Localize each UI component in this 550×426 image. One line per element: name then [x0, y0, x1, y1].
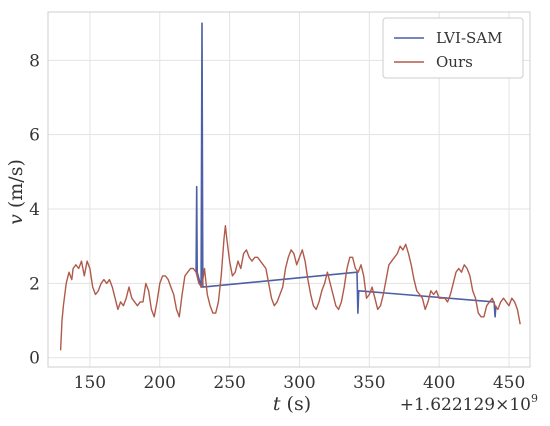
y-axis-variable: v — [5, 214, 27, 225]
grid-lines — [48, 12, 530, 367]
y-axis-unit: (m/s) — [5, 159, 27, 214]
x-tick-label: 150 — [74, 373, 106, 393]
x-axis-unit: (s) — [281, 393, 312, 415]
x-offset-exponent: 9 — [531, 392, 538, 405]
tick-labels: 150 200 250 300 350 400 450 0 2 4 6 8 — [29, 51, 525, 393]
y-axis-label: v (m/s) — [5, 159, 27, 225]
x-tick-label: 450 — [493, 373, 525, 393]
x-tick-label: 250 — [213, 373, 245, 393]
legend: LVI-SAM Ours — [382, 17, 524, 79]
x-tick-label: 200 — [144, 373, 176, 393]
x-axis-variable: t — [273, 393, 281, 415]
series-layer — [59, 22, 521, 351]
y-tick-label: 0 — [29, 349, 40, 369]
x-tick-label: 400 — [423, 373, 455, 393]
x-offset-label: +1.622129×109 — [400, 392, 538, 415]
x-tick-label: 300 — [283, 373, 315, 393]
series-line-ours — [59, 224, 521, 351]
y-tick-label: 4 — [29, 200, 40, 220]
legend-label-lvi-sam: LVI-SAM — [436, 29, 502, 47]
y-tick-label: 8 — [29, 51, 40, 71]
x-axis-label: t (s) — [273, 393, 311, 415]
x-offset-base: +1.622129×10 — [400, 395, 531, 415]
x-tick-label: 350 — [353, 373, 385, 393]
legend-label-ours: Ours — [436, 53, 473, 71]
plot-frame — [47, 11, 531, 368]
y-tick-label: 6 — [29, 126, 40, 146]
y-tick-label: 2 — [29, 274, 40, 294]
legend-box — [382, 17, 524, 79]
